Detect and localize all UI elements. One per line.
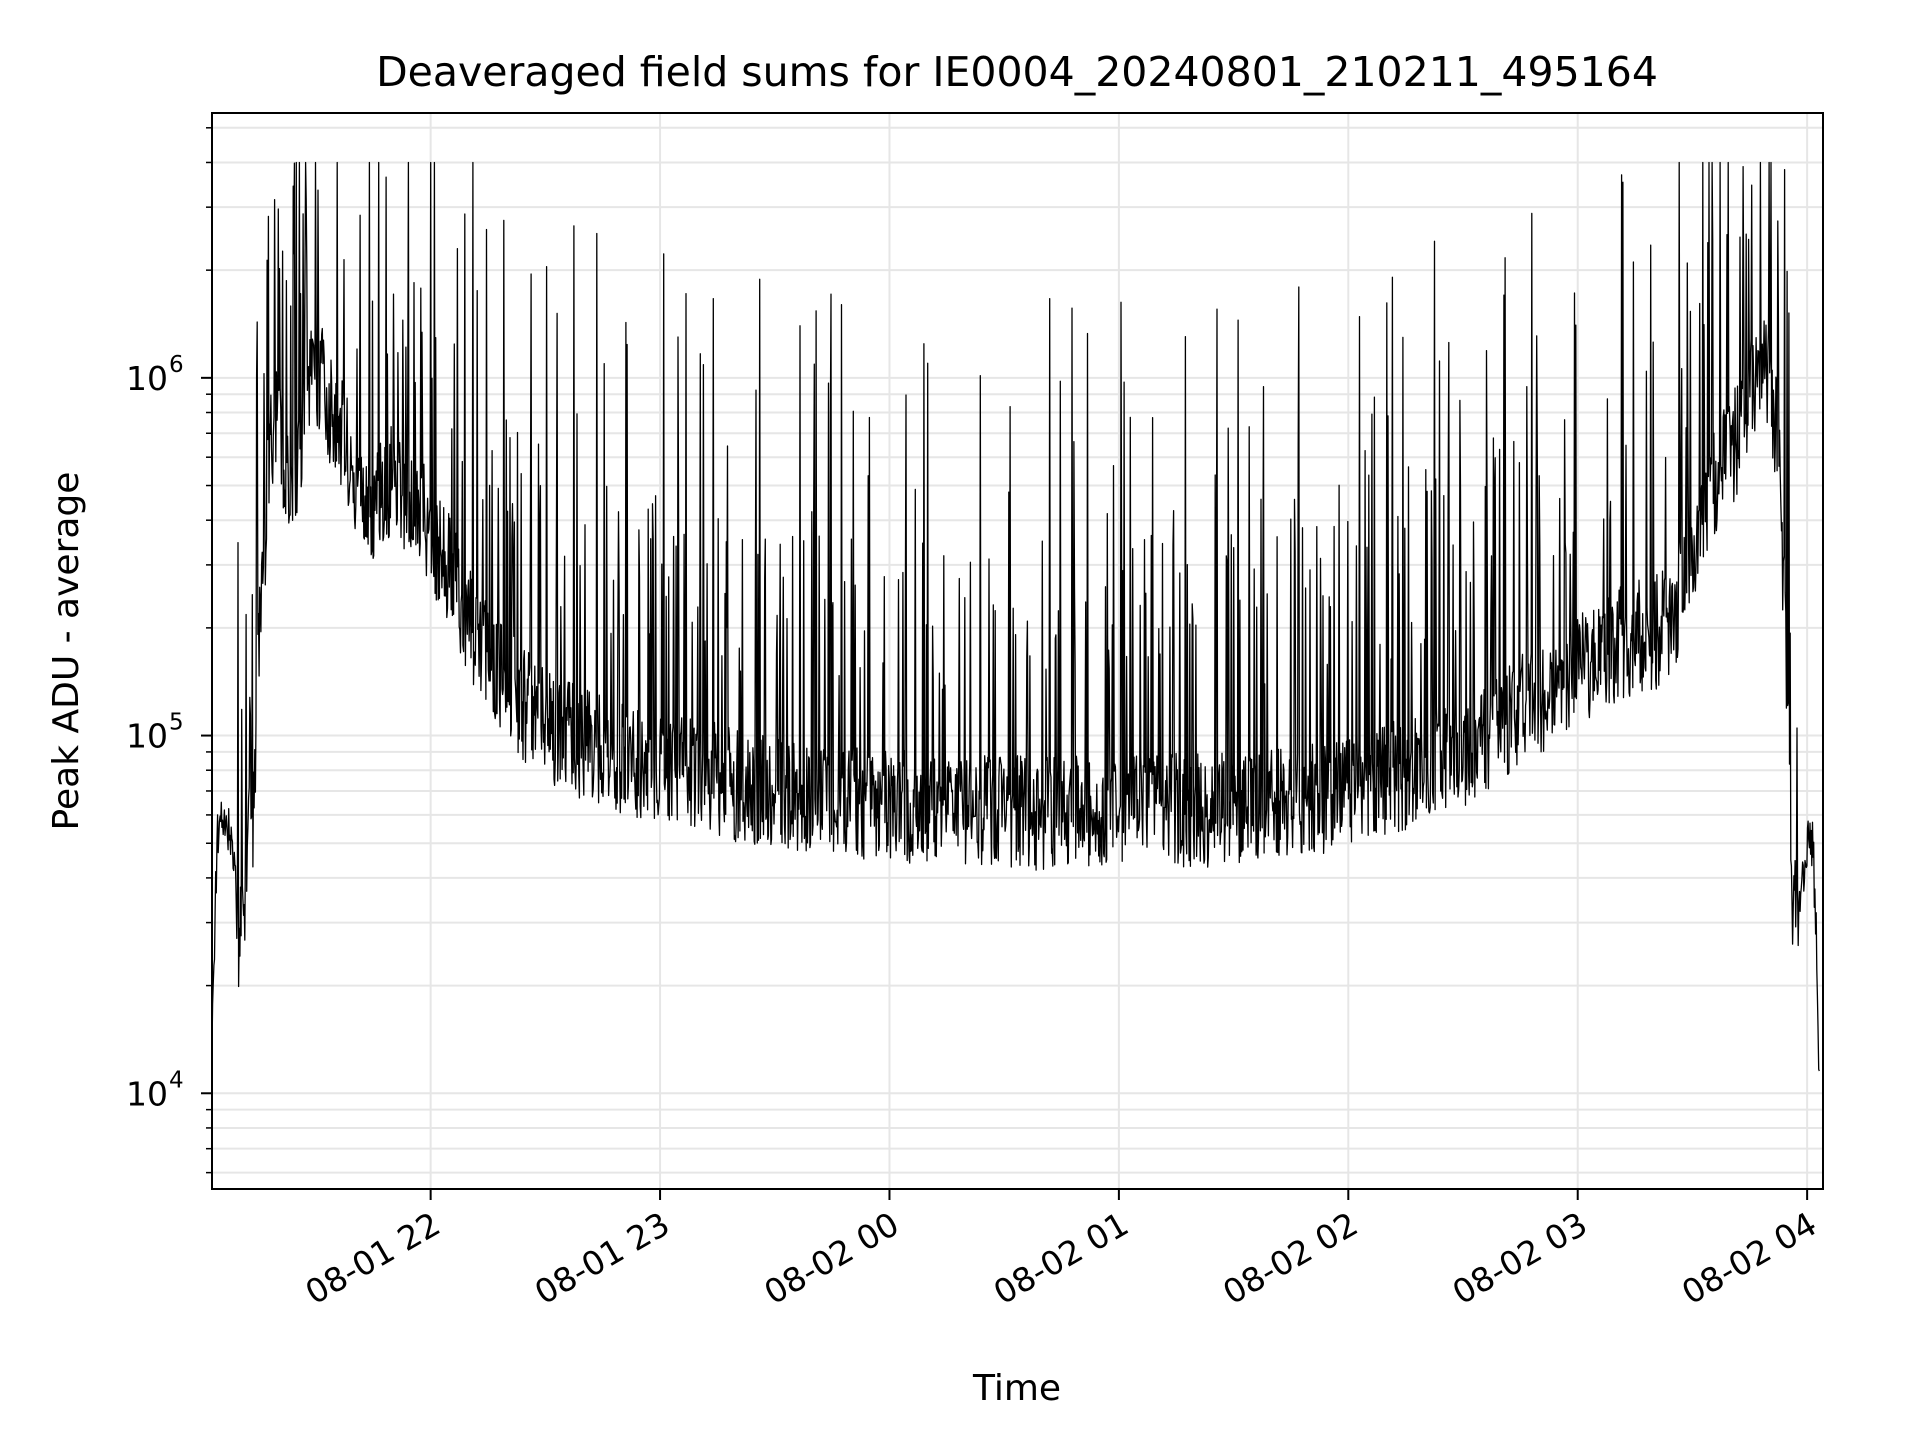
- series-layer: [211, 161, 1820, 1072]
- y-tick-label: 10: [126, 1074, 168, 1113]
- y-tick-label-exponent: 4: [169, 1067, 184, 1093]
- plot-frame: [211, 112, 1824, 1190]
- chart-title: Deaveraged field sums for IE0004_2024080…: [376, 48, 1658, 96]
- y-tick-label: 10: [126, 359, 168, 398]
- y-tick-label-exponent: 6: [169, 352, 184, 378]
- y-axis-label: Peak ADU - average: [46, 472, 87, 831]
- x-axis-label: Time: [972, 1368, 1061, 1409]
- series-line: [211, 161, 1820, 1072]
- y-tick-label: 10: [126, 717, 168, 756]
- y-tick-label-exponent: 5: [169, 710, 184, 736]
